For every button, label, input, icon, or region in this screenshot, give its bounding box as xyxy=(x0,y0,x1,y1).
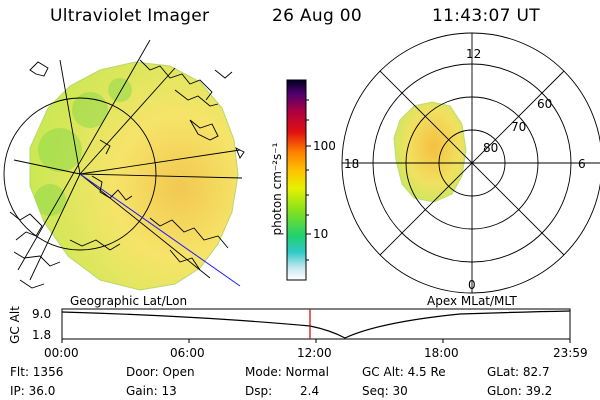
dsp-value: 2.4 xyxy=(300,384,320,398)
mlt-label-0: 0 xyxy=(468,278,476,292)
mlat-label-60: 60 xyxy=(537,97,553,111)
mlat-label-80: 80 xyxy=(483,141,499,155)
coastlines xyxy=(9,59,245,289)
mlt-label-6: 6 xyxy=(578,157,586,171)
x-tick-1800: 18:00 xyxy=(424,346,459,360)
app-title: Ultraviolet Imager xyxy=(50,6,210,26)
mode-value: Mode: Normal xyxy=(245,365,329,379)
dsp-label: Dsp: xyxy=(245,384,273,398)
door-status: Door: Open xyxy=(126,365,195,379)
gc-alt-axis-label: GC Alt xyxy=(8,306,22,344)
flight-number: Flt: 1356 xyxy=(10,365,64,379)
glat-value: GLat: 82.7 xyxy=(487,365,550,379)
x-tick-0600: 06:00 xyxy=(170,346,205,360)
auroral-oval xyxy=(393,101,467,203)
alt-tick-1-8: 1.8 xyxy=(32,328,52,342)
altitude-curve xyxy=(61,310,571,339)
glon-value: GLon: 39.2 xyxy=(487,384,553,398)
ip-value: IP: 36.0 xyxy=(10,384,56,398)
seq-value: Seq: 30 xyxy=(362,384,408,398)
sun-direction-line xyxy=(79,173,241,287)
colorbar-tick-100: 100 xyxy=(313,139,336,153)
geographic-label: Geographic Lat/Lon xyxy=(70,294,188,308)
alt-tick-9: 9.0 xyxy=(32,307,52,321)
x-tick-2359: 23:59 xyxy=(553,346,588,360)
geographic-image xyxy=(3,39,245,291)
altitude-strip xyxy=(61,308,571,343)
gain-value: Gain: 13 xyxy=(126,384,177,398)
colorbar-unit-label: photon cm⁻²s⁻¹ xyxy=(270,142,284,236)
mlat-label-70: 70 xyxy=(511,120,527,134)
mlt-label-12: 12 xyxy=(466,47,482,61)
lat-lon-grid xyxy=(3,39,243,281)
time-label: 11:43:07 UT xyxy=(432,6,540,26)
colorbar-tick-10: 10 xyxy=(313,227,329,241)
polar-plot xyxy=(341,32,600,294)
apex-label: Apex MLat/MLT xyxy=(427,294,517,308)
gc-alt-value: GC Alt: 4.5 Re xyxy=(362,365,446,379)
mlt-label-18: 18 xyxy=(344,157,360,171)
x-tick-1200: 12:00 xyxy=(297,346,332,360)
colorbar xyxy=(286,79,311,281)
x-tick-0000: 00:00 xyxy=(44,346,79,360)
date-label: 26 Aug 00 xyxy=(272,6,362,26)
